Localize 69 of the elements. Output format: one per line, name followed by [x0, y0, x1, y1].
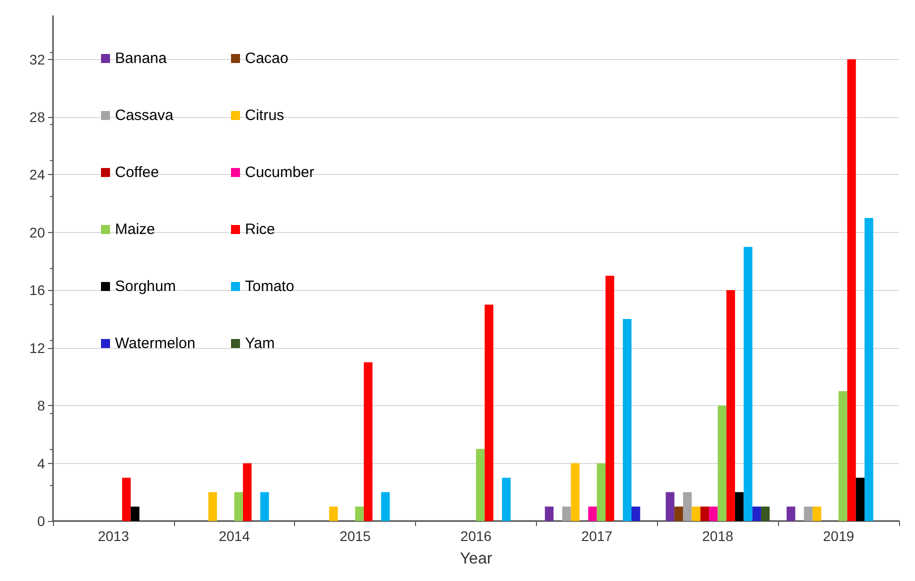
legend-label: Sorghum [115, 278, 176, 295]
bar [856, 478, 865, 521]
y-tick-label: 24 [29, 166, 46, 183]
bar [130, 506, 140, 521]
legend-label: Watermelon [115, 335, 196, 352]
bar [544, 506, 554, 521]
legend-label: Yam [245, 335, 275, 352]
bar [234, 492, 243, 521]
y-tick-label: 20 [29, 224, 46, 240]
x-tick-label: 2014 [218, 528, 250, 544]
y-tick-label: 32 [29, 51, 46, 68]
bar [709, 506, 718, 521]
x-tick-label: 2019 [822, 528, 854, 544]
bar [786, 506, 796, 521]
bar [381, 492, 390, 521]
bar [847, 59, 856, 521]
bar [364, 362, 372, 521]
bar [838, 391, 848, 521]
bar [632, 506, 640, 521]
legend-label: Cassava [115, 107, 174, 124]
bar [666, 492, 674, 521]
y-tick-label: 8 [37, 398, 46, 414]
x-axis-title: Year [460, 550, 493, 568]
bar [242, 463, 252, 521]
y-tick-label: 16 [29, 282, 46, 298]
bar [484, 304, 494, 521]
bar [692, 506, 700, 521]
legend-label: Citrus [245, 107, 284, 124]
x-tick-label: 2015 [340, 528, 371, 544]
y-tick-label: 12 [29, 340, 46, 356]
bar [726, 290, 736, 521]
bar [606, 276, 614, 521]
bar [744, 246, 752, 521]
legend-label: Cucumber [245, 164, 314, 181]
bar [812, 506, 822, 521]
bar [588, 506, 597, 521]
legend-label: Maize [115, 221, 156, 238]
y-tick-label: 4 [37, 455, 46, 472]
bar [700, 506, 710, 521]
legend-label: Rice [245, 221, 276, 238]
bar [476, 448, 485, 521]
bar [683, 492, 692, 521]
legend-label: Tomato [245, 278, 294, 295]
bar [718, 406, 726, 521]
bar [674, 506, 684, 521]
bar [752, 506, 762, 521]
bar [735, 492, 744, 521]
x-tick-label: 2013 [98, 528, 130, 544]
legend-label: Coffee [115, 164, 159, 181]
bar [570, 463, 580, 521]
bar [502, 478, 511, 521]
y-tick-label: 0 [37, 513, 46, 529]
y-tick-label: 28 [29, 109, 46, 125]
bar [562, 506, 571, 521]
legend-label: Cacao [245, 50, 288, 67]
bar [761, 506, 770, 521]
bar [804, 506, 813, 521]
bar [355, 506, 364, 521]
x-tick-label: 2017 [581, 528, 613, 544]
bar [864, 218, 874, 521]
bar [122, 478, 131, 521]
legend-label: Banana [115, 50, 168, 67]
x-tick-label: 2016 [460, 528, 492, 544]
bar [260, 492, 269, 521]
bar [329, 506, 338, 521]
bar [622, 319, 632, 521]
bar [596, 463, 606, 521]
x-tick-label: 2018 [702, 528, 734, 544]
bar [208, 492, 217, 521]
